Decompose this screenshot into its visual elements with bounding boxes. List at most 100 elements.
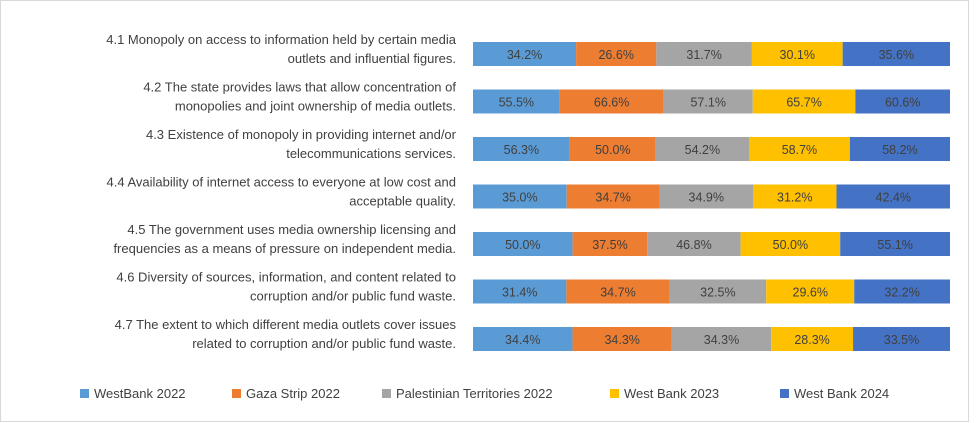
data-label: 55.1% [877, 238, 912, 252]
bar-segment [473, 232, 573, 256]
data-label: 37.5% [592, 238, 627, 252]
data-label: 26.6% [598, 48, 633, 62]
category-label: 4.3 Existence of monopoly in providing i… [146, 127, 457, 161]
category-label: 4.4 Availability of internet access to e… [106, 175, 456, 209]
bar-segment [855, 89, 950, 114]
data-label: 34.9% [689, 191, 724, 205]
bar-segment [656, 42, 752, 66]
data-label: 46.8% [676, 238, 711, 252]
bar-segment [473, 137, 570, 161]
category-label-line: 4.6 Diversity of sources, information, a… [116, 270, 456, 285]
bar-segment [849, 137, 950, 161]
data-label: 57.1% [690, 96, 725, 110]
data-label: 34.3% [604, 333, 639, 347]
data-label: 32.5% [700, 286, 735, 300]
category-label-line: outlets and influential figures. [288, 51, 456, 66]
legend-swatch [610, 389, 619, 398]
legend-entry: Palestinian Territories 2022 [396, 386, 553, 401]
legend-entry: West Bank 2023 [624, 386, 719, 401]
data-label: 54.2% [685, 143, 720, 157]
category-label-line: 4.4 Availability of internet access to e… [106, 175, 456, 190]
data-label: 31.2% [777, 191, 812, 205]
bar-segment [740, 232, 841, 256]
bar-segment [473, 327, 573, 351]
bar-segment [752, 89, 856, 114]
data-label: 50.0% [773, 238, 808, 252]
data-label: 34.2% [507, 48, 542, 62]
bar-segment [771, 327, 854, 351]
category-label-line: monopolies and joint ownership of media … [175, 99, 456, 114]
legend-swatch [780, 389, 789, 398]
data-label: 55.5% [499, 96, 534, 110]
bar-segment [572, 232, 648, 256]
bar-segment [576, 42, 657, 66]
bar-segment [669, 279, 767, 304]
category-label: 4.7 The extent to which different media … [115, 317, 457, 351]
category-label-line: frequencies as a means of pressure on in… [113, 241, 456, 256]
bar-segment [766, 279, 855, 304]
data-label: 42.4% [876, 191, 911, 205]
legend-entry: Gaza Strip 2022 [246, 386, 340, 401]
bar-segment [566, 184, 660, 209]
bar-segment [751, 42, 843, 66]
legend-entry: West Bank 2024 [794, 386, 889, 401]
legend-entry: WestBank 2022 [94, 386, 186, 401]
legend-swatch [382, 389, 391, 398]
data-label: 32.2% [884, 286, 919, 300]
bar-segment [473, 89, 560, 114]
data-label: 35.0% [502, 191, 537, 205]
category-label: 4.5 The government uses media ownership … [113, 222, 456, 256]
bar-segment [473, 279, 567, 304]
data-label: 66.6% [594, 96, 629, 110]
bar-segment [836, 184, 950, 209]
data-label: 65.7% [786, 96, 821, 110]
legend-swatch [80, 389, 89, 398]
bar-segment [853, 327, 950, 351]
bar-segment [572, 327, 672, 351]
bar-segment [647, 232, 741, 256]
bars: 34.2% 26.6% 31.7% 30.1% 35.6% 55.5% 66.6% 57.1%… [473, 42, 950, 351]
data-label: 33.5% [884, 333, 919, 347]
data-label: 28.3% [794, 333, 829, 347]
data-label: 50.0% [595, 143, 630, 157]
category-label-line: 4.1 Monopoly on access to information he… [106, 32, 457, 47]
category-label-line: acceptable quality. [349, 194, 456, 209]
data-label: 58.2% [882, 143, 917, 157]
bar-segment [748, 137, 850, 161]
data-label: 34.4% [505, 333, 540, 347]
legend: WestBank 2022 Gaza Strip 2022 Palestinian … [80, 386, 889, 401]
data-label: 56.3% [504, 143, 539, 157]
category-label-line: 4.3 Existence of monopoly in providing i… [146, 127, 457, 142]
data-label: 58.7% [782, 143, 817, 157]
bar-segment [559, 89, 664, 114]
bar-segment [663, 89, 753, 114]
bar-segment [659, 184, 753, 209]
bar-segment [840, 232, 950, 256]
legend-swatch [232, 389, 241, 398]
bar-segment [854, 279, 950, 304]
bar-segment [566, 279, 670, 304]
data-label: 34.7% [595, 191, 630, 205]
category-label: 4.1 Monopoly on access to information he… [106, 32, 457, 66]
data-label: 29.6% [793, 286, 828, 300]
data-label: 31.4% [502, 286, 537, 300]
data-label: 60.6% [885, 96, 920, 110]
data-label: 50.0% [505, 238, 540, 252]
category-label-line: related to corruption and/or public fund… [192, 336, 456, 351]
bar-segment [842, 42, 950, 66]
bar-segment [569, 137, 656, 161]
category-label: 4.2 The state provides laws that allow c… [143, 80, 456, 114]
bar-segment [671, 327, 772, 351]
category-label-line: telecommunications services. [286, 146, 456, 161]
bar-segment [473, 42, 577, 66]
category-label-line: 4.2 The state provides laws that allow c… [143, 80, 456, 95]
data-label: 31.7% [686, 48, 721, 62]
data-label: 35.6% [879, 48, 914, 62]
data-label: 34.3% [704, 333, 739, 347]
data-label: 34.7% [600, 286, 635, 300]
bar-segment [752, 184, 837, 209]
bar-segment [473, 184, 567, 209]
category-label: 4.6 Diversity of sources, information, a… [116, 270, 456, 304]
